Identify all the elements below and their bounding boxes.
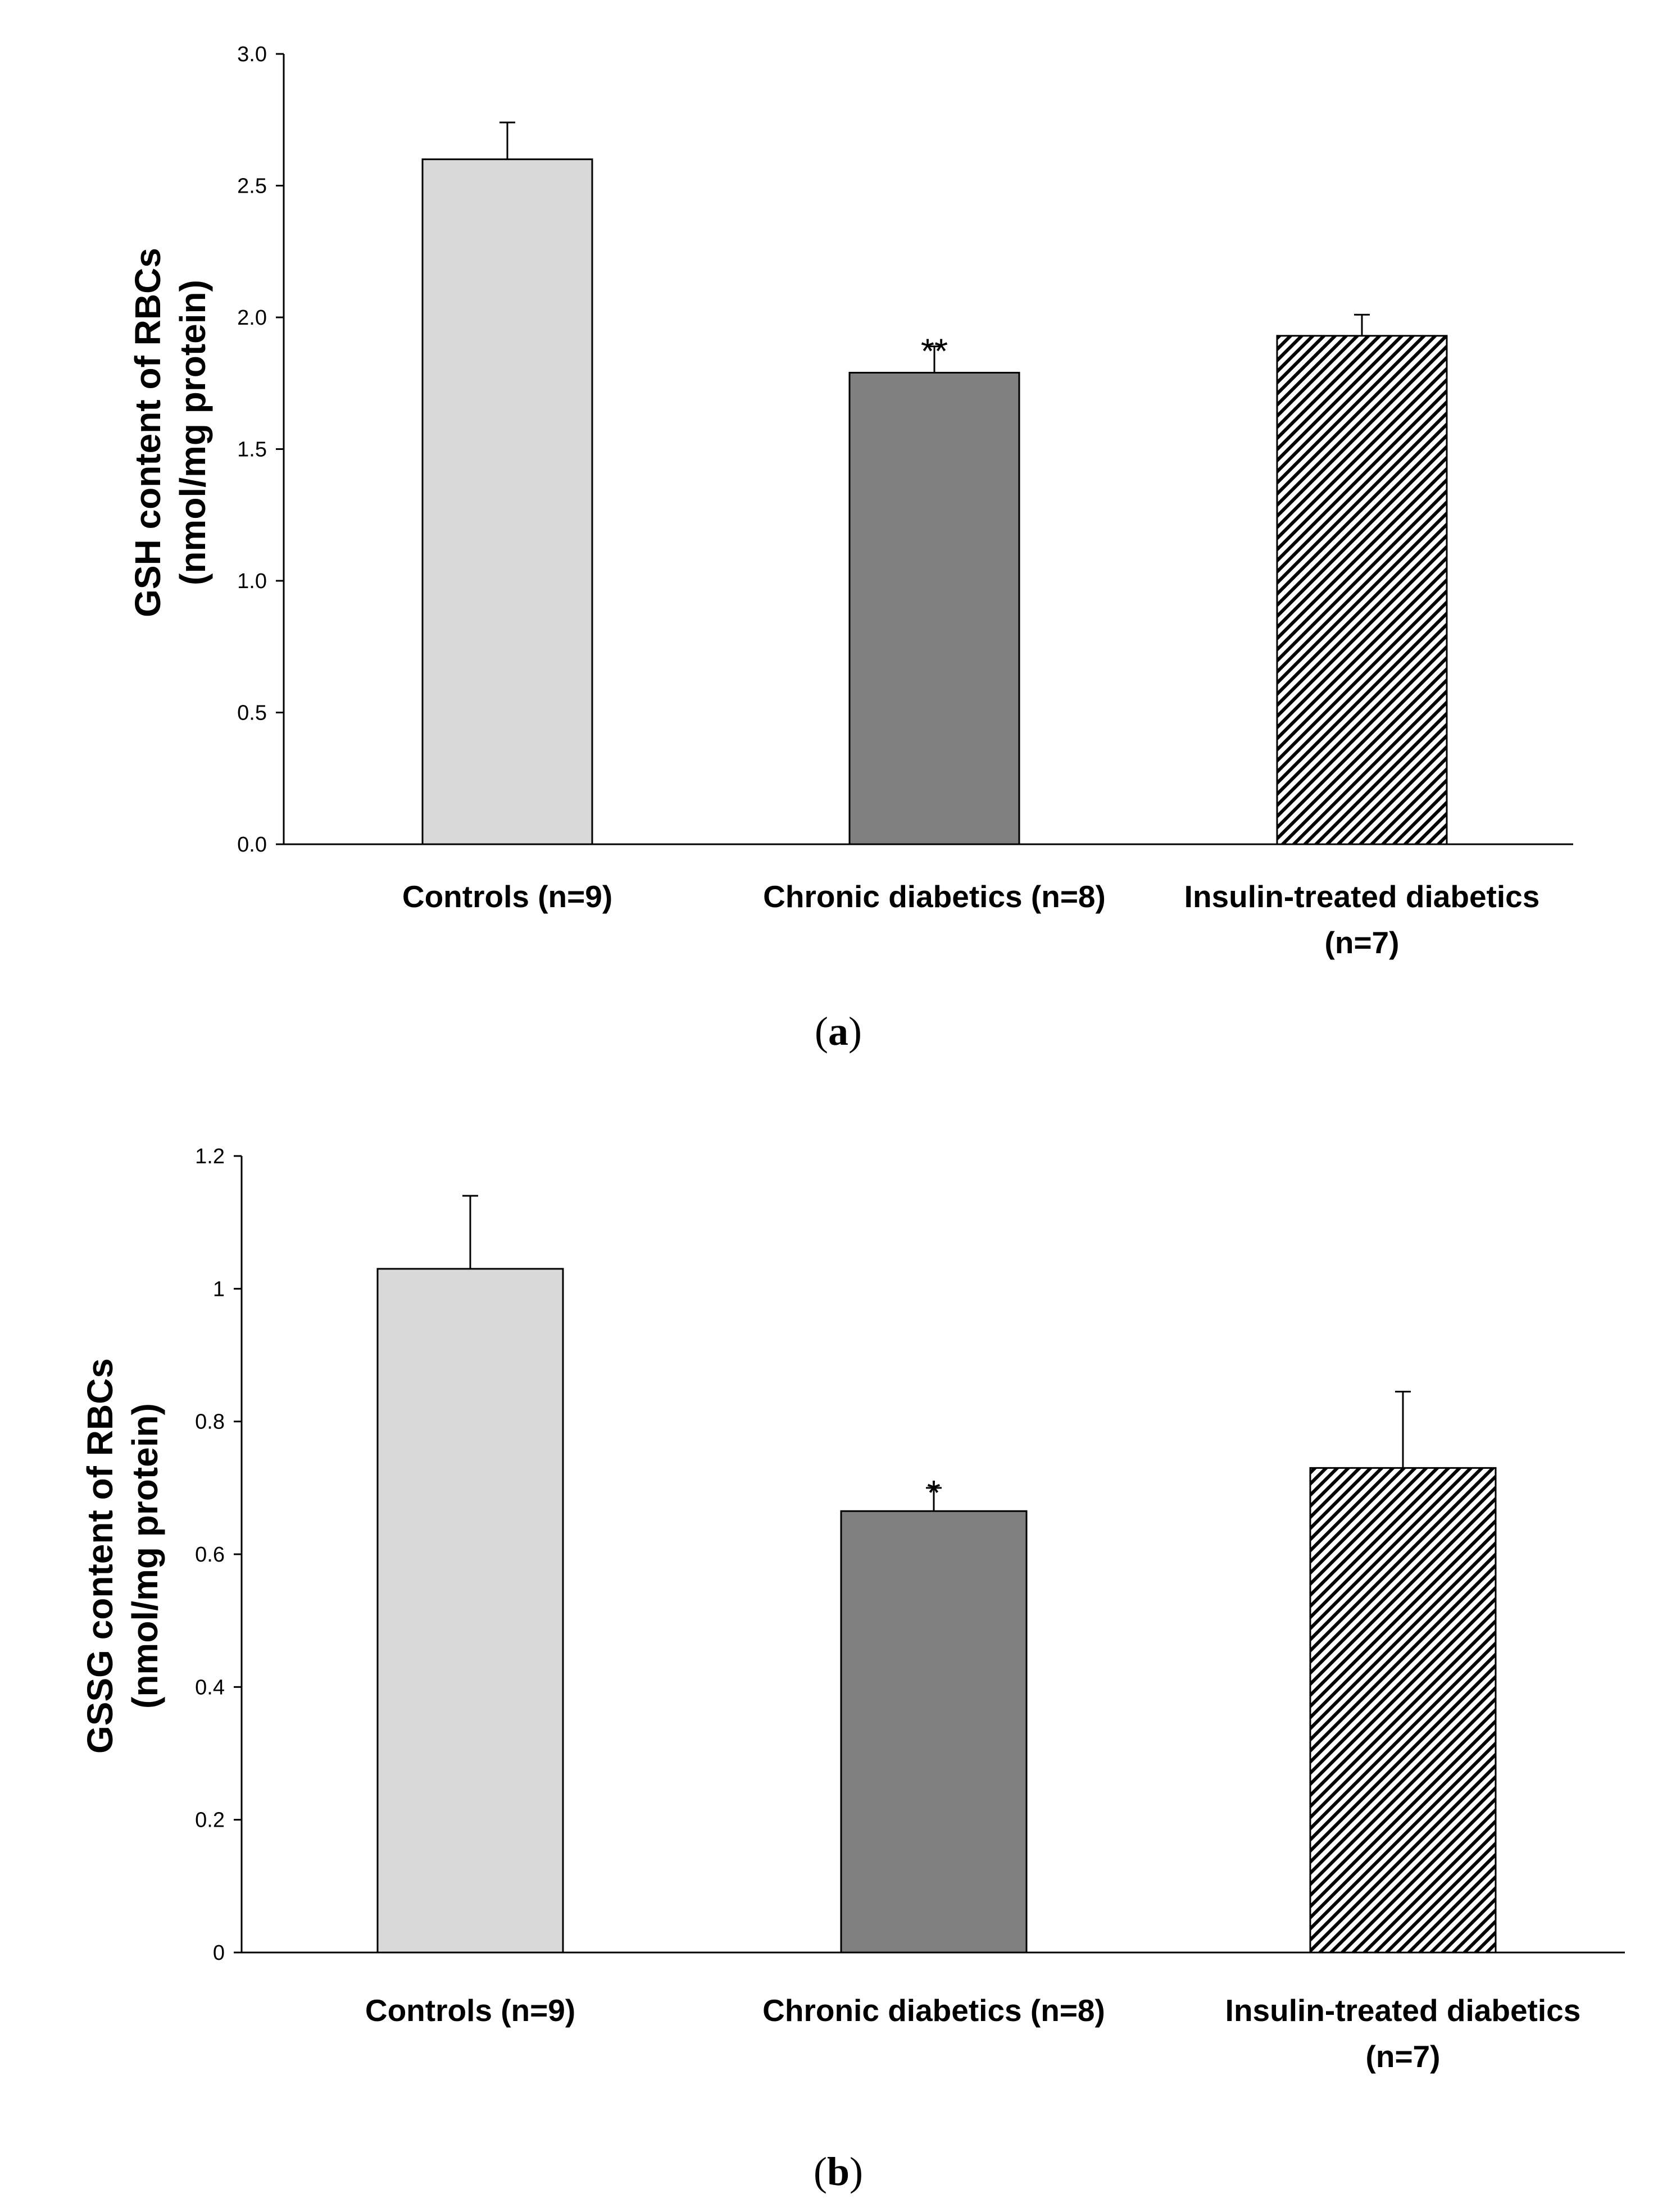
chart-panel-b: 0 0.2 0.4 0.6 0.8 1 1.2 Controls (n=9) * Chronic …: [80, 1145, 1625, 2194]
panel-a-y-tick-label: 0.0: [237, 833, 267, 857]
panel-b-panel-label: (b): [814, 2149, 863, 2194]
panel-a-y-axis-label: GSH content of RBCs (nmol/mg protein): [128, 248, 213, 617]
panel-b-y-tick-label: 1.2: [195, 1145, 225, 1168]
panel-a-bar-3: [1276, 335, 1448, 845]
panel-a-category-label-3: Insulin-treated diabetics (n=7): [1184, 879, 1540, 960]
panel-a-panel-label: (a): [815, 1009, 862, 1054]
panel-b-bar-3: [1309, 1467, 1497, 1954]
panel-b-y-tick-label: 0.2: [195, 1809, 225, 1832]
chart-panel-a: 0.0 0.5 1.0 1.5 2.0 2.5 3.0 Controls (n=9) ** Chr…: [128, 43, 1573, 1054]
panel-b-category-label-1: Controls (n=9): [365, 1993, 575, 2028]
panel-b-bar-1: [376, 1268, 564, 1954]
panel-b-y-tick-label: 1: [213, 1277, 225, 1301]
panel-b-y-tick-label: 0.8: [195, 1410, 225, 1434]
panel-b-category-label-2: Chronic diabetics (n=8): [762, 1993, 1105, 2028]
panel-a-y-tick-label: 2.5: [237, 175, 267, 198]
panel-a-y-tick-label: 2.0: [237, 306, 267, 330]
panel-a-bar-2: [848, 371, 1020, 845]
panel-a-bar-1: [421, 158, 593, 845]
panel-b-bar-2: [840, 1510, 1028, 1954]
panel-a-category-label-1: Controls (n=9): [402, 879, 612, 914]
panel-b-y-tick-label: 0: [213, 1941, 225, 1965]
panel-a-y-tick-label: 1.5: [237, 438, 267, 462]
panel-b-y-tick-label: 0.4: [195, 1676, 225, 1699]
panel-a-significance-marker: **: [921, 333, 948, 371]
panel-a-category-label-2: Chronic diabetics (n=8): [763, 879, 1106, 914]
panel-b-y-axis-label: GSSG content of RBCs (nmol/mg protein): [80, 1358, 165, 1754]
panel-a-y-tick-label: 3.0: [237, 43, 267, 66]
panel-a-y-tick-label: 1.0: [237, 570, 267, 593]
panel-a-y-tick-label: 0.5: [237, 702, 267, 725]
panel-b-y-tick-label: 0.6: [195, 1543, 225, 1567]
panel-b-significance-marker: *: [927, 1474, 941, 1513]
panel-b-category-label-3: Insulin-treated diabetics (n=7): [1225, 1993, 1581, 2074]
